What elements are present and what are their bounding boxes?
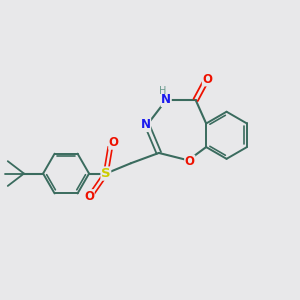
Text: O: O [84,190,94,203]
Text: N: N [141,118,151,131]
Text: N: N [161,93,171,106]
Text: S: S [101,167,111,180]
Text: O: O [185,155,195,168]
Text: O: O [109,136,119,149]
Text: H: H [159,85,166,95]
Text: O: O [202,73,212,86]
